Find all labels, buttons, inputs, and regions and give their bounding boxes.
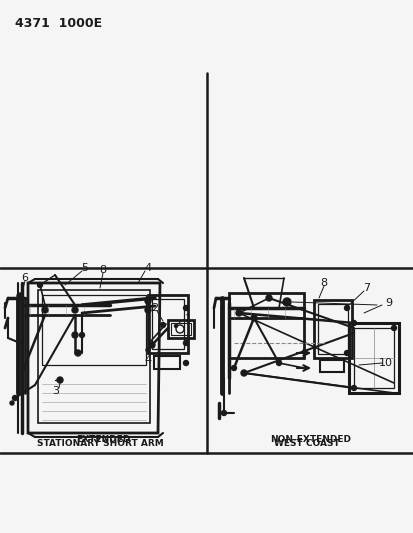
Circle shape xyxy=(17,293,23,299)
Text: STATIONARY SHORT ARM: STATIONARY SHORT ARM xyxy=(36,440,163,448)
Circle shape xyxy=(145,307,151,313)
Circle shape xyxy=(160,322,165,327)
Text: 2: 2 xyxy=(151,303,158,313)
Text: NON-EXTENDED: NON-EXTENDED xyxy=(270,435,351,445)
Text: 3: 3 xyxy=(52,386,59,396)
Circle shape xyxy=(149,342,154,348)
Circle shape xyxy=(282,298,290,306)
Circle shape xyxy=(240,370,247,376)
Circle shape xyxy=(183,305,188,311)
Circle shape xyxy=(12,395,17,400)
Text: EXTENDED: EXTENDED xyxy=(76,435,130,445)
Circle shape xyxy=(351,385,356,391)
Circle shape xyxy=(250,315,256,321)
Circle shape xyxy=(266,295,271,301)
Circle shape xyxy=(174,325,177,327)
Circle shape xyxy=(344,351,349,356)
Text: 4371  1000E: 4371 1000E xyxy=(15,17,102,30)
Circle shape xyxy=(38,282,43,287)
Text: 9: 9 xyxy=(385,298,392,308)
Bar xyxy=(147,295,188,353)
Text: WEST COAST: WEST COAST xyxy=(273,440,339,448)
Circle shape xyxy=(391,326,396,330)
Text: 8: 8 xyxy=(320,278,327,288)
Circle shape xyxy=(183,341,188,345)
Circle shape xyxy=(221,410,226,416)
Bar xyxy=(317,304,347,354)
Bar xyxy=(353,328,393,388)
Text: 6: 6 xyxy=(21,273,28,283)
Circle shape xyxy=(183,360,188,366)
Text: 1: 1 xyxy=(184,314,191,324)
Text: 8: 8 xyxy=(99,265,106,275)
Bar xyxy=(348,323,398,393)
Bar xyxy=(171,323,190,335)
Circle shape xyxy=(276,360,281,366)
Bar xyxy=(152,299,183,349)
Circle shape xyxy=(10,401,14,405)
Circle shape xyxy=(231,366,236,370)
Circle shape xyxy=(146,348,150,352)
Text: 7: 7 xyxy=(363,283,370,293)
Circle shape xyxy=(79,333,84,337)
Text: 4: 4 xyxy=(144,263,151,273)
Text: 5: 5 xyxy=(81,263,88,273)
Circle shape xyxy=(235,310,242,316)
Bar xyxy=(319,360,343,372)
Bar xyxy=(228,293,303,358)
Circle shape xyxy=(72,332,78,338)
Circle shape xyxy=(42,307,48,313)
Bar xyxy=(168,320,194,338)
Text: 10: 10 xyxy=(378,358,392,368)
Text: 4: 4 xyxy=(144,355,151,365)
Circle shape xyxy=(145,298,151,304)
Circle shape xyxy=(75,350,81,356)
Circle shape xyxy=(57,377,63,383)
Circle shape xyxy=(351,320,356,326)
Circle shape xyxy=(72,307,78,313)
Bar xyxy=(313,300,351,358)
Bar xyxy=(154,356,180,369)
Circle shape xyxy=(344,305,349,311)
